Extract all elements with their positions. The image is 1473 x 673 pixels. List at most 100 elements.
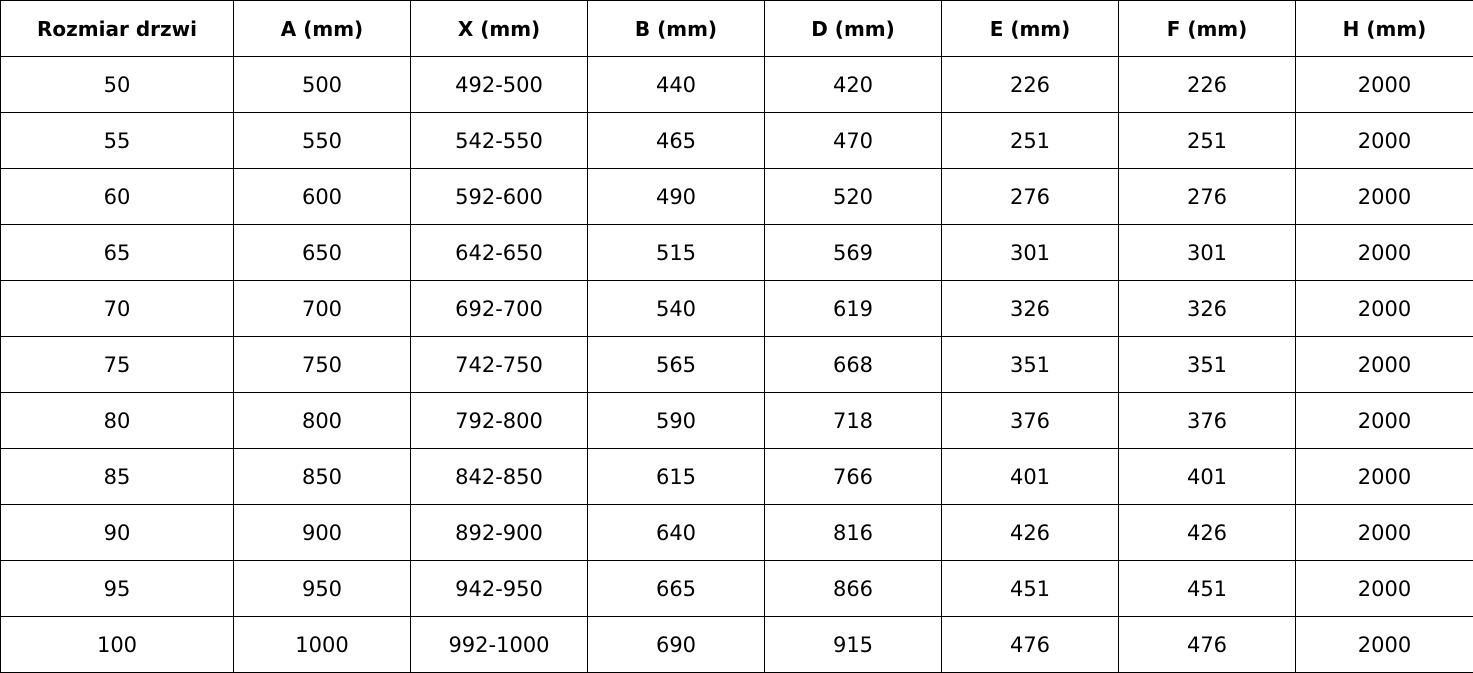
table-cell: 251	[1118, 112, 1296, 169]
table-cell: 2000	[1295, 56, 1473, 113]
table-cell: 520	[764, 168, 942, 225]
table-row: 95 950 942-950 665 866 451 451 2000	[0, 560, 1473, 617]
table-cell: 892-900	[410, 504, 588, 561]
table-cell: 376	[1118, 392, 1296, 449]
table-cell: 742-750	[410, 336, 588, 393]
table-row: 65 650 642-650 515 569 301 301 2000	[0, 224, 1473, 281]
table-cell: 490	[587, 168, 765, 225]
column-header: A (mm)	[233, 0, 411, 57]
column-header: F (mm)	[1118, 0, 1296, 57]
table-row: 50 500 492-500 440 420 226 226 2000	[0, 56, 1473, 113]
column-header: X (mm)	[410, 0, 588, 57]
table-cell: 70	[0, 280, 234, 337]
table-cell: 426	[1118, 504, 1296, 561]
table-cell: 426	[941, 504, 1119, 561]
table-cell: 85	[0, 448, 234, 505]
table-cell: 75	[0, 336, 234, 393]
table-row: 75 750 742-750 565 668 351 351 2000	[0, 336, 1473, 393]
table-cell: 950	[233, 560, 411, 617]
table-cell: 401	[941, 448, 1119, 505]
table-row: 80 800 792-800 590 718 376 376 2000	[0, 392, 1473, 449]
table-cell: 226	[941, 56, 1119, 113]
table-cell: 850	[233, 448, 411, 505]
table-cell: 569	[764, 224, 942, 281]
table-cell: 470	[764, 112, 942, 169]
table-cell: 420	[764, 56, 942, 113]
table-cell: 766	[764, 448, 942, 505]
table-cell: 650	[233, 224, 411, 281]
table-cell: 351	[941, 336, 1119, 393]
table-cell: 301	[941, 224, 1119, 281]
table-cell: 2000	[1295, 280, 1473, 337]
table-cell: 668	[764, 336, 942, 393]
column-header: E (mm)	[941, 0, 1119, 57]
table-cell: 451	[1118, 560, 1296, 617]
table-cell: 476	[941, 616, 1119, 673]
table-cell: 465	[587, 112, 765, 169]
table-cell: 540	[587, 280, 765, 337]
table-cell: 326	[1118, 280, 1296, 337]
table-row: 90 900 892-900 640 816 426 426 2000	[0, 504, 1473, 561]
table-cell: 1000	[233, 616, 411, 673]
table-cell: 2000	[1295, 392, 1473, 449]
table-cell: 440	[587, 56, 765, 113]
table-cell: 376	[941, 392, 1119, 449]
table-cell: 2000	[1295, 616, 1473, 673]
table-cell: 2000	[1295, 224, 1473, 281]
table-cell: 592-600	[410, 168, 588, 225]
table-cell: 900	[233, 504, 411, 561]
table-cell: 2000	[1295, 448, 1473, 505]
table-cell: 542-550	[410, 112, 588, 169]
table-row: 70 700 692-700 540 619 326 326 2000	[0, 280, 1473, 337]
table-cell: 90	[0, 504, 234, 561]
table-cell: 718	[764, 392, 942, 449]
table-cell: 500	[233, 56, 411, 113]
table-cell: 251	[941, 112, 1119, 169]
table-cell: 590	[587, 392, 765, 449]
table-cell: 326	[941, 280, 1119, 337]
header-row: Rozmiar drzwi A (mm) X (mm) B (mm) D (mm) E (…	[0, 0, 1473, 57]
table-cell: 80	[0, 392, 234, 449]
table-cell: 615	[587, 448, 765, 505]
table-row: 55 550 542-550 465 470 251 251 2000	[0, 112, 1473, 169]
table-cell: 476	[1118, 616, 1296, 673]
table-cell: 492-500	[410, 56, 588, 113]
table-body: 50 500 492-500 440 420 226 226 2000 55 550 542-550…	[0, 56, 1473, 673]
table-cell: 2000	[1295, 112, 1473, 169]
table-row: 60 600 592-600 490 520 276 276 2000	[0, 168, 1473, 225]
table-cell: 55	[0, 112, 234, 169]
table-cell: 842-850	[410, 448, 588, 505]
table-cell: 2000	[1295, 560, 1473, 617]
table-cell: 95	[0, 560, 234, 617]
table-cell: 2000	[1295, 336, 1473, 393]
table-cell: 692-700	[410, 280, 588, 337]
table-cell: 60	[0, 168, 234, 225]
table-cell: 600	[233, 168, 411, 225]
column-header: D (mm)	[764, 0, 942, 57]
table-cell: 451	[941, 560, 1119, 617]
table-row: 100 1000 992-1000 690 915 476 476 2000	[0, 616, 1473, 673]
table-cell: 65	[0, 224, 234, 281]
table-cell: 550	[233, 112, 411, 169]
table-cell: 642-650	[410, 224, 588, 281]
table-cell: 750	[233, 336, 411, 393]
table-cell: 100	[0, 616, 234, 673]
column-header: B (mm)	[587, 0, 765, 57]
column-header: Rozmiar drzwi	[0, 0, 234, 57]
table-cell: 942-950	[410, 560, 588, 617]
table-row: 85 850 842-850 615 766 401 401 2000	[0, 448, 1473, 505]
table-cell: 2000	[1295, 168, 1473, 225]
table-cell: 792-800	[410, 392, 588, 449]
table-cell: 276	[1118, 168, 1296, 225]
table-cell: 351	[1118, 336, 1296, 393]
table-cell: 226	[1118, 56, 1296, 113]
table-cell: 401	[1118, 448, 1296, 505]
table-cell: 700	[233, 280, 411, 337]
table-cell: 565	[587, 336, 765, 393]
table-cell: 276	[941, 168, 1119, 225]
table-cell: 301	[1118, 224, 1296, 281]
table-cell: 619	[764, 280, 942, 337]
table-cell: 2000	[1295, 504, 1473, 561]
table-cell: 915	[764, 616, 942, 673]
